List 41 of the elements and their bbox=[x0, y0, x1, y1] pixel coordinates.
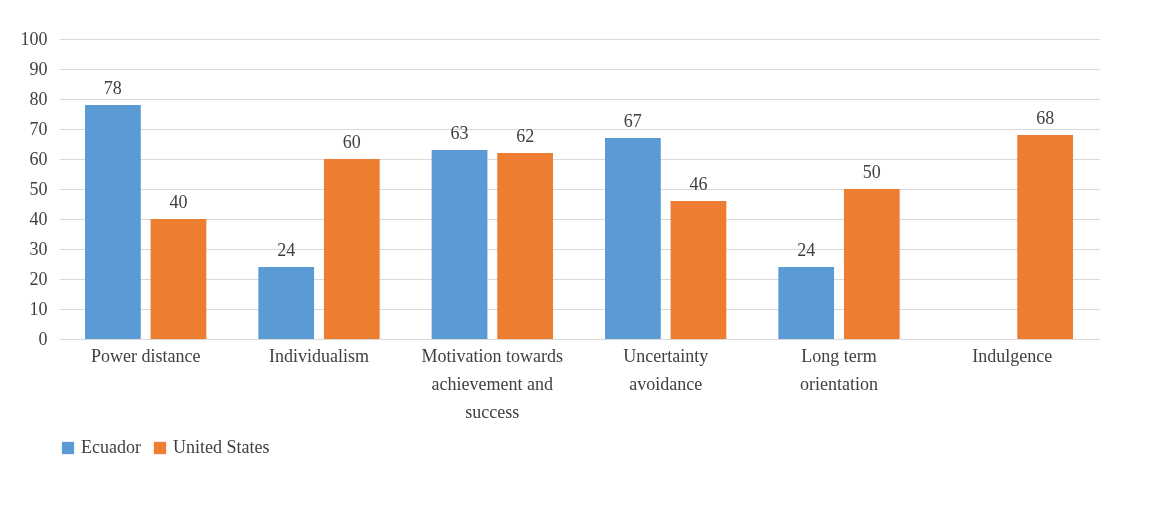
bar bbox=[150, 219, 207, 339]
data-label: 46 bbox=[689, 174, 708, 194]
data-label: 40 bbox=[169, 192, 188, 212]
x-tick-label: Uncertainty avoidance bbox=[623, 345, 709, 394]
bar bbox=[497, 153, 553, 339]
bar bbox=[1017, 135, 1073, 339]
data-label: 62 bbox=[516, 126, 535, 146]
bar bbox=[431, 150, 488, 339]
bar bbox=[323, 159, 380, 339]
data-label: 50 bbox=[862, 162, 881, 182]
data-label: 60 bbox=[342, 132, 361, 152]
y-tick-label: 10 bbox=[29, 298, 48, 319]
x-tick-label: Long term orientation bbox=[800, 345, 878, 394]
data-label: 63 bbox=[450, 123, 469, 143]
x-tick-label: Power distance bbox=[90, 345, 201, 366]
bar bbox=[605, 138, 661, 339]
y-tick-label: 50 bbox=[29, 178, 48, 199]
y-tick-label: 30 bbox=[29, 238, 48, 259]
y-tick-label: 60 bbox=[29, 148, 48, 169]
bar bbox=[85, 105, 141, 339]
data-label: 68 bbox=[1036, 108, 1055, 128]
y-tick-label: 40 bbox=[29, 208, 48, 229]
bar bbox=[258, 267, 315, 339]
y-tick-label: 100 bbox=[20, 28, 48, 49]
legend-label: United States bbox=[173, 437, 270, 457]
data-label: 24 bbox=[277, 240, 296, 260]
bar bbox=[843, 189, 900, 339]
bar bbox=[778, 267, 835, 339]
x-tick-label: Motivation towards achievement and success bbox=[421, 345, 564, 422]
x-tick-label: Indulgence bbox=[972, 345, 1053, 366]
y-tick-label: 20 bbox=[29, 268, 48, 289]
data-label: 67 bbox=[623, 111, 642, 131]
legend-label: Ecuador bbox=[81, 437, 141, 457]
bar bbox=[670, 201, 727, 339]
y-tick-label: 70 bbox=[29, 118, 48, 139]
y-tick-label: 90 bbox=[29, 58, 48, 79]
data-label: 24 bbox=[797, 240, 816, 260]
x-tick-label: Individualism bbox=[269, 345, 369, 366]
data-label: 78 bbox=[103, 78, 122, 98]
y-tick-label: 0 bbox=[38, 328, 48, 349]
y-tick-label: 80 bbox=[29, 88, 48, 109]
